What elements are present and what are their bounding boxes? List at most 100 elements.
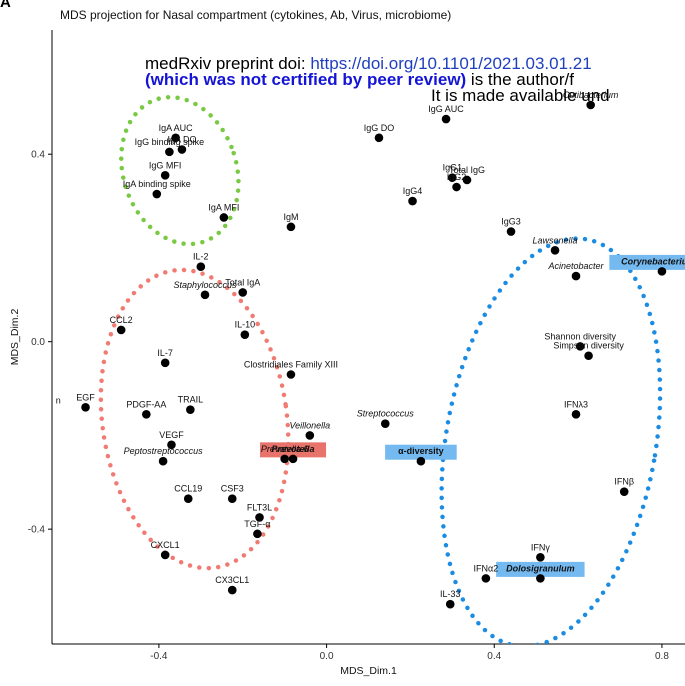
data-point	[305, 431, 315, 440]
point-label: CXCL1	[151, 540, 180, 550]
panel-letter: A	[0, 0, 11, 11]
data-point	[286, 222, 296, 232]
data-point	[448, 173, 457, 182]
data-point	[536, 552, 545, 562]
point-label: IgA DO	[167, 135, 196, 145]
y-axis-label: MDS_Dim.2	[9, 309, 21, 366]
extra-label: n	[56, 395, 61, 405]
data-point	[158, 456, 168, 466]
data-point	[408, 196, 417, 206]
point-label: Prevotella 6	[261, 444, 309, 454]
data-point	[536, 574, 545, 583]
data-point	[445, 599, 455, 609]
point-label: TGF-α	[244, 519, 270, 529]
point-label: IFNα2	[474, 563, 499, 573]
watermark-text: is the author/f	[466, 70, 574, 89]
watermark-line-2: (which was not certified by peer review)…	[145, 70, 574, 90]
point-label: Simpson diversity	[553, 341, 624, 351]
data-point	[462, 175, 472, 185]
data-point	[238, 288, 248, 297]
data-point	[200, 290, 210, 300]
point-label: IL-33	[440, 589, 461, 599]
point-label: IgA MFI	[208, 202, 239, 212]
data-point	[219, 213, 229, 222]
data-point	[81, 403, 90, 412]
point-label: IL-10	[235, 320, 256, 330]
data-point	[183, 494, 193, 504]
data-point	[481, 574, 491, 583]
point-label: Staphylococcus	[173, 280, 237, 290]
watermark-doi-link[interactable]: https://doi.org/10.1101/2021.03.01.21	[310, 54, 592, 73]
data-point	[227, 494, 237, 504]
point-label: VEGF	[159, 430, 184, 440]
y-tick-label: 0.4	[31, 150, 45, 161]
point-label: IgG3	[501, 217, 521, 227]
data-point	[186, 405, 195, 414]
watermark-text: It is made available und	[431, 86, 610, 105]
watermark-text: medRxiv preprint doi:	[145, 54, 311, 73]
point-label: Lawsonella	[533, 235, 578, 245]
data-point	[196, 262, 206, 271]
x-tick-label: 0.8	[655, 651, 669, 662]
data-point	[288, 454, 298, 464]
point-label: IgM	[283, 212, 298, 222]
point-label: Corynebacterium 1	[621, 256, 685, 266]
y-tick-label: -0.4	[28, 525, 46, 536]
watermark-peer-review-note: (which was not certified by peer review)	[145, 70, 467, 89]
point-label: IL-2	[193, 252, 209, 262]
data-point	[586, 100, 595, 110]
point-label: IgG4	[403, 186, 423, 196]
data-point	[550, 245, 560, 255]
data-point	[657, 267, 667, 276]
point-label: IgG2	[447, 172, 467, 182]
point-label: IFNβ	[614, 477, 634, 487]
point-label: Clostridiales Family XIII	[244, 359, 338, 369]
data-point	[160, 170, 170, 180]
data-point	[584, 351, 593, 361]
data-point	[152, 189, 162, 199]
point-label: IFNλ3	[564, 399, 588, 409]
data-point	[374, 133, 384, 143]
data-point	[160, 550, 170, 560]
data-point	[160, 358, 170, 368]
x-tick-label: -0.4	[150, 651, 168, 662]
y-tick-label: 0.0	[31, 337, 45, 348]
data-point	[286, 370, 296, 379]
data-point	[280, 454, 289, 464]
data-point	[167, 440, 176, 450]
point-label: Streptococcus	[357, 409, 415, 419]
point-label: Veillonella	[289, 420, 330, 430]
data-point	[227, 585, 237, 595]
data-point	[380, 419, 390, 429]
point-label: FLT3L	[247, 502, 272, 512]
data-point	[224, 12, 233, 21]
watermark-line-1: medRxiv preprint doi: https://doi.org/10…	[145, 54, 592, 74]
cluster-ellipse	[439, 236, 663, 644]
point-label: IgA binding spike	[123, 179, 191, 189]
label-highlight	[260, 442, 327, 458]
point-label: TRAIL	[178, 395, 204, 405]
point-label: IgG AUC	[428, 104, 464, 114]
point-label: IgG1	[443, 163, 463, 173]
data-point	[165, 147, 174, 157]
chart-title: MDS projection for Nasal compartment (cy…	[60, 8, 452, 22]
point-label: IgG DO	[364, 123, 395, 133]
point-label: Peptostreptococcus	[124, 446, 204, 456]
x-axis-label: MDS_Dim.1	[340, 665, 397, 677]
point-label: Shannon diversity	[544, 331, 616, 341]
point-label: Dolosigranulum	[506, 563, 575, 573]
data-point	[253, 529, 262, 539]
data-point	[416, 456, 426, 466]
data-point	[177, 145, 187, 154]
point-label: Cutibacterium	[563, 90, 619, 100]
data-point	[171, 133, 180, 143]
label-highlight	[496, 561, 585, 577]
watermark-line-3: It is made available und	[431, 86, 610, 106]
data-point	[452, 182, 461, 192]
label-highlight	[385, 444, 457, 460]
point-label: IgG MFI	[149, 160, 182, 170]
x-tick-label: 0.0	[320, 651, 334, 662]
cluster-ellipse	[119, 94, 241, 247]
